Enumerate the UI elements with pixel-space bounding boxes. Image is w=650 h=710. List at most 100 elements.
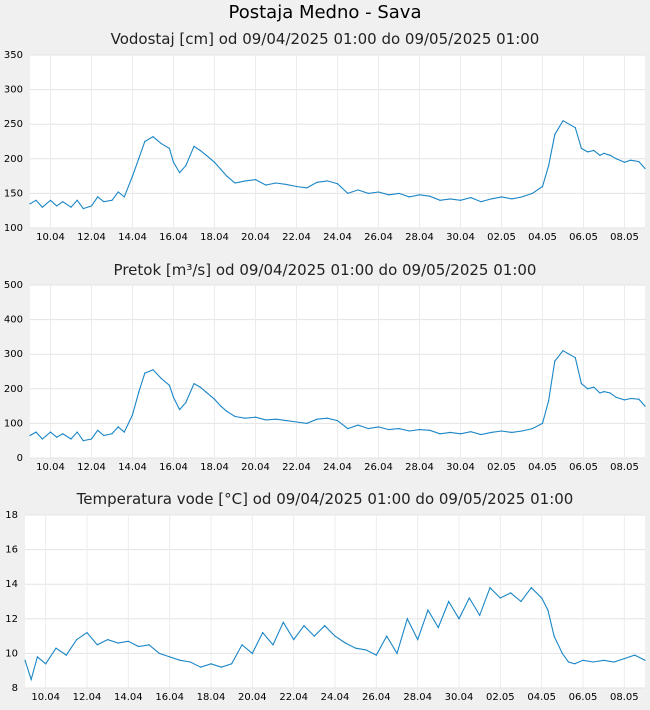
data-point	[541, 422, 544, 424]
data-point	[593, 386, 595, 388]
data-point	[179, 408, 181, 411]
data-point	[179, 659, 181, 661]
data-point	[336, 183, 339, 185]
x-tick-label: 24.04	[323, 232, 352, 243]
data-point	[439, 199, 441, 201]
data-point	[231, 663, 233, 665]
data-point	[295, 421, 298, 423]
data-point	[531, 192, 533, 194]
data-point	[131, 175, 134, 177]
data-point	[76, 638, 78, 641]
data-point	[530, 587, 532, 589]
x-tick-label: 12.04	[73, 692, 102, 703]
data-point	[293, 638, 295, 641]
x-tick-label: 04.05	[528, 462, 557, 473]
data-point	[582, 659, 584, 661]
data-point	[316, 418, 318, 420]
data-point	[541, 185, 544, 188]
data-point	[97, 429, 99, 431]
data-point	[554, 360, 556, 362]
x-tick-label: 06.05	[569, 232, 598, 243]
data-point	[117, 642, 119, 644]
data-point	[623, 399, 626, 401]
data-point	[30, 678, 32, 680]
data-point	[386, 635, 388, 637]
data-point	[56, 205, 58, 207]
data-point	[226, 175, 228, 177]
x-tick-label: 24.04	[321, 692, 350, 703]
chart-title-discharge: Pretok [m³/s] od 09/04/2025 01:00 do 09/…	[113, 261, 537, 279]
data-point	[388, 429, 390, 431]
data-point	[603, 152, 605, 154]
x-tick-label: 02.05	[487, 232, 516, 243]
x-tick-label: 08.05	[610, 232, 639, 243]
data-point	[520, 600, 522, 603]
data-point	[189, 661, 191, 663]
data-point	[160, 377, 162, 380]
data-point	[306, 187, 308, 189]
x-tick-label: 28.04	[403, 692, 432, 703]
chart-title-water-temperature: Temperatura vode [°C] od 09/04/2025 01:0…	[76, 490, 574, 508]
data-point	[172, 396, 175, 399]
data-point	[623, 657, 625, 660]
data-point	[531, 427, 533, 430]
data-point	[480, 201, 482, 203]
data-point	[70, 438, 72, 440]
x-tick-label: 18.04	[197, 692, 226, 703]
data-point	[408, 430, 410, 432]
data-point	[62, 433, 64, 435]
data-point	[313, 635, 315, 637]
x-tick-label: 10.04	[36, 232, 65, 243]
data-point	[127, 640, 129, 642]
x-tick-label: 24.04	[323, 462, 352, 473]
data-point	[500, 196, 503, 198]
data-point	[418, 194, 421, 196]
x-tick-label: 30.04	[446, 232, 475, 243]
data-point	[244, 417, 246, 419]
data-point	[45, 663, 47, 665]
data-point	[138, 158, 140, 160]
data-point	[562, 350, 564, 352]
data-point	[357, 189, 359, 191]
data-point	[609, 154, 611, 156]
data-point	[70, 206, 72, 208]
data-point	[117, 426, 119, 428]
x-tick-label: 16.04	[159, 232, 188, 243]
y-tick-label: 100	[4, 418, 23, 429]
data-point	[306, 422, 308, 424]
data-point	[131, 414, 134, 416]
data-point	[241, 644, 243, 646]
data-point	[644, 167, 646, 170]
data-point	[500, 430, 503, 432]
data-point	[615, 396, 617, 399]
x-tick-label: 08.05	[610, 692, 639, 703]
data-point	[615, 158, 617, 160]
data-point	[226, 410, 228, 412]
data-point	[303, 625, 305, 627]
data-point	[103, 201, 105, 203]
data-point	[511, 198, 513, 200]
data-point	[179, 172, 181, 174]
data-point	[449, 198, 451, 200]
data-point	[35, 199, 37, 201]
data-point	[347, 192, 349, 194]
data-point	[599, 154, 601, 156]
data-point	[613, 661, 615, 663]
data-point	[548, 165, 550, 167]
data-point	[623, 161, 626, 163]
data-point	[82, 440, 84, 442]
data-point	[220, 405, 222, 407]
x-tick-label: 14.04	[118, 462, 147, 473]
data-point	[344, 642, 346, 644]
x-tick-label: 28.04	[405, 462, 434, 473]
data-point	[251, 652, 253, 655]
data-point	[24, 659, 26, 661]
y-tick-label: 0	[17, 453, 23, 464]
data-point	[316, 181, 318, 183]
data-point	[336, 420, 339, 422]
data-point	[158, 652, 160, 655]
series-line-water-temperature	[24, 586, 646, 682]
y-tick-label: 10	[5, 648, 18, 659]
data-point	[123, 431, 125, 433]
data-point	[123, 196, 125, 198]
